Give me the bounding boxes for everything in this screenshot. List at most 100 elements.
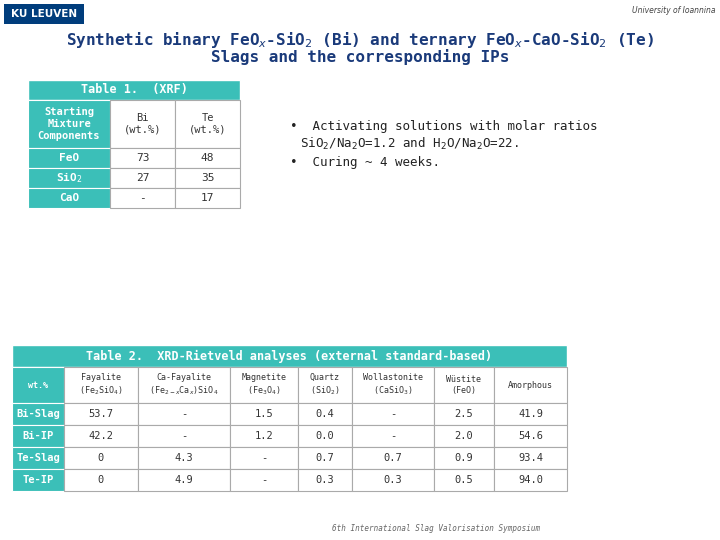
Text: 54.6: 54.6 xyxy=(518,431,543,441)
Text: -: - xyxy=(181,431,187,441)
Text: 0.0: 0.0 xyxy=(315,431,334,441)
Text: 0.4: 0.4 xyxy=(315,409,334,419)
Bar xyxy=(12,345,567,367)
Bar xyxy=(138,447,230,469)
Bar xyxy=(494,447,567,469)
Bar xyxy=(352,447,434,469)
Text: 53.7: 53.7 xyxy=(89,409,114,419)
Text: Bi-IP: Bi-IP xyxy=(22,431,53,441)
Text: 42.2: 42.2 xyxy=(89,431,114,441)
Text: wt.%: wt.% xyxy=(28,381,48,389)
Bar xyxy=(28,168,110,188)
Bar xyxy=(138,425,230,447)
Text: 1.2: 1.2 xyxy=(255,431,274,441)
Bar xyxy=(494,367,567,403)
Text: Bi
(wt.%): Bi (wt.%) xyxy=(124,113,161,135)
Text: 48: 48 xyxy=(201,153,215,163)
Bar xyxy=(64,403,138,425)
Text: Quartz
(SiO$_2$): Quartz (SiO$_2$) xyxy=(310,373,340,397)
Text: 6th International Slag Valorisation Symposium: 6th International Slag Valorisation Symp… xyxy=(332,524,540,533)
Bar xyxy=(64,367,138,403)
Bar xyxy=(64,469,138,491)
Text: 35: 35 xyxy=(201,173,215,183)
Bar xyxy=(138,367,230,403)
Bar xyxy=(298,425,352,447)
Bar xyxy=(110,148,175,168)
Bar xyxy=(434,367,494,403)
Text: 2.5: 2.5 xyxy=(454,409,473,419)
Bar xyxy=(494,403,567,425)
Text: Synthetic binary FeO$_x$-SiO$_2$ (Bi) and ternary FeO$_x$-CaO-SiO$_2$ (Te): Synthetic binary FeO$_x$-SiO$_2$ (Bi) an… xyxy=(66,30,654,50)
Text: -: - xyxy=(261,475,267,485)
Bar xyxy=(434,425,494,447)
Text: 41.9: 41.9 xyxy=(518,409,543,419)
Text: Te-Slag: Te-Slag xyxy=(16,453,60,463)
Bar xyxy=(28,100,110,148)
Bar xyxy=(28,188,110,208)
Text: -: - xyxy=(181,409,187,419)
Text: Fayalite
(Fe$_2$SiO$_4$): Fayalite (Fe$_2$SiO$_4$) xyxy=(79,373,123,397)
Text: 0.3: 0.3 xyxy=(315,475,334,485)
Text: 0: 0 xyxy=(98,453,104,463)
Bar xyxy=(352,403,434,425)
Text: Amorphous: Amorphous xyxy=(508,381,553,389)
Bar xyxy=(64,425,138,447)
Bar xyxy=(230,367,298,403)
Text: Slags and the corresponding IPs: Slags and the corresponding IPs xyxy=(211,49,509,65)
Text: 0.3: 0.3 xyxy=(384,475,402,485)
Text: Te-IP: Te-IP xyxy=(22,475,53,485)
Text: Table 2.  XRD-Rietveld analyses (external standard-based): Table 2. XRD-Rietveld analyses (external… xyxy=(86,349,492,362)
Text: University of Ioannina: University of Ioannina xyxy=(632,6,716,15)
Bar xyxy=(494,469,567,491)
Text: -: - xyxy=(390,409,396,419)
Text: SiO$_2$: SiO$_2$ xyxy=(56,171,82,185)
Text: 93.4: 93.4 xyxy=(518,453,543,463)
Bar xyxy=(434,469,494,491)
Text: KU LEUVEN: KU LEUVEN xyxy=(11,9,77,19)
Bar xyxy=(110,100,175,148)
Bar xyxy=(230,447,298,469)
Text: 2.0: 2.0 xyxy=(454,431,473,441)
Text: 17: 17 xyxy=(201,193,215,203)
Bar xyxy=(230,469,298,491)
Text: Wüstite
(FeO): Wüstite (FeO) xyxy=(446,375,482,395)
Bar xyxy=(230,425,298,447)
Bar xyxy=(12,447,64,469)
Text: 1.5: 1.5 xyxy=(255,409,274,419)
Bar xyxy=(434,403,494,425)
Bar xyxy=(64,447,138,469)
Bar xyxy=(298,447,352,469)
Text: Table 1.  (XRF): Table 1. (XRF) xyxy=(81,84,187,97)
Text: 0.9: 0.9 xyxy=(454,453,473,463)
Bar xyxy=(12,403,64,425)
Text: FeO: FeO xyxy=(59,153,79,163)
Text: CaO: CaO xyxy=(59,193,79,203)
Text: -: - xyxy=(139,193,146,203)
Text: 0.7: 0.7 xyxy=(384,453,402,463)
Text: 94.0: 94.0 xyxy=(518,475,543,485)
Text: Starting
Mixture
Components: Starting Mixture Components xyxy=(37,107,100,140)
Text: 0.5: 0.5 xyxy=(454,475,473,485)
Bar xyxy=(298,403,352,425)
Bar xyxy=(175,168,240,188)
Bar xyxy=(28,80,240,100)
Bar xyxy=(175,100,240,148)
Text: •  Activating solutions with molar ratios: • Activating solutions with molar ratios xyxy=(290,120,598,133)
Bar xyxy=(352,367,434,403)
Bar xyxy=(352,425,434,447)
Text: Wollastonite
(CaSiO$_3$): Wollastonite (CaSiO$_3$) xyxy=(363,373,423,397)
Bar xyxy=(175,188,240,208)
Bar xyxy=(138,469,230,491)
Bar xyxy=(110,188,175,208)
Text: 0.7: 0.7 xyxy=(315,453,334,463)
Bar xyxy=(352,469,434,491)
Text: SiO$_2$/Na$_2$O=1.2 and H$_2$O/Na$_2$O=22.: SiO$_2$/Na$_2$O=1.2 and H$_2$O/Na$_2$O=2… xyxy=(300,136,519,152)
Text: 4.3: 4.3 xyxy=(175,453,194,463)
Text: -: - xyxy=(261,453,267,463)
Bar xyxy=(138,403,230,425)
Bar xyxy=(175,148,240,168)
Bar xyxy=(230,403,298,425)
Text: Bi-Slag: Bi-Slag xyxy=(16,409,60,419)
Text: 73: 73 xyxy=(136,153,149,163)
Bar xyxy=(434,447,494,469)
